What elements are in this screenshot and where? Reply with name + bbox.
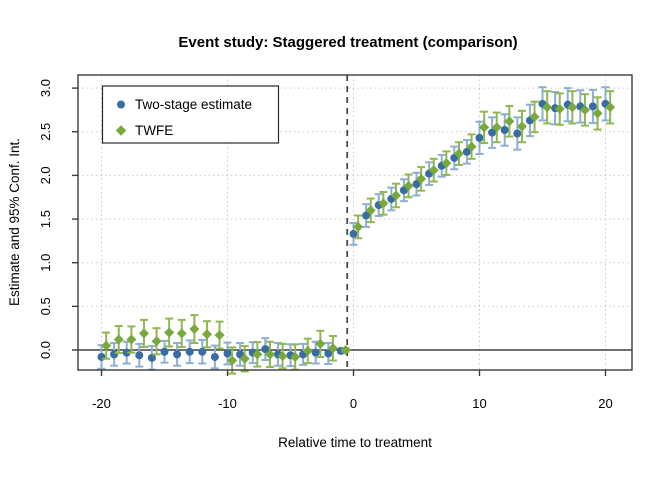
data-point-circle xyxy=(513,129,522,138)
legend-label-two-stage: Two-stage estimate xyxy=(135,97,252,112)
data-point-circle xyxy=(324,349,333,358)
data-point-diamond xyxy=(277,351,288,362)
axis-layer: -20 -10 0 10 20 0.0 0.5 1.0 1.5 2.0 2.5 3.0 xyxy=(38,79,613,411)
data-point-diamond xyxy=(542,102,553,113)
data-point-circle xyxy=(500,126,509,135)
data-point-diamond xyxy=(504,116,515,127)
data-point-circle xyxy=(311,348,320,357)
data-point-diamond xyxy=(138,328,149,339)
y-tick-label: 1.5 xyxy=(38,210,53,228)
chart-title: Event study: Staggered treatment (compar… xyxy=(178,34,517,51)
data-point-circle xyxy=(110,350,119,359)
data-point-circle xyxy=(236,350,245,359)
data-point-diamond xyxy=(567,102,578,113)
series-twfe xyxy=(101,90,616,375)
data-point-diamond xyxy=(554,104,565,115)
x-tick-label: 0 xyxy=(350,396,357,411)
data-point-diamond xyxy=(592,108,603,119)
data-point-circle xyxy=(462,147,471,156)
data-point-diamond xyxy=(428,165,439,176)
data-point-diamond xyxy=(416,173,427,184)
data-point-circle xyxy=(173,350,182,359)
data-point-circle xyxy=(450,153,459,162)
data-point-circle xyxy=(210,352,219,361)
data-point-diamond xyxy=(239,353,250,364)
data-point-circle xyxy=(488,128,497,137)
y-tick-label: 1.0 xyxy=(38,254,53,272)
data-point-diamond xyxy=(214,330,225,341)
data-point-circle xyxy=(475,133,484,142)
data-point-diamond xyxy=(353,221,364,232)
data-point-diamond xyxy=(189,324,200,335)
series-layer xyxy=(97,86,616,375)
data-point-diamond xyxy=(327,343,338,354)
data-point-diamond xyxy=(113,334,124,345)
series-two-stage xyxy=(97,86,610,371)
y-axis-label: Estimate and 95% Conf. Int. xyxy=(7,138,22,306)
data-point-diamond xyxy=(201,329,212,340)
data-point-diamond xyxy=(101,340,112,351)
data-point-diamond xyxy=(302,345,313,356)
plot-border xyxy=(77,74,633,371)
data-point-diamond xyxy=(126,334,137,345)
data-point-diamond xyxy=(466,141,477,152)
data-point-circle xyxy=(147,353,156,362)
data-point-diamond xyxy=(164,327,175,338)
data-point-circle xyxy=(588,102,597,111)
data-point-diamond xyxy=(491,122,502,133)
data-point-circle xyxy=(261,345,270,354)
data-point-diamond xyxy=(151,336,162,347)
data-point-diamond xyxy=(605,102,616,113)
x-tick-label: -10 xyxy=(218,396,237,411)
y-tick-label: 2.5 xyxy=(38,123,53,141)
x-tick-label: 20 xyxy=(598,396,612,411)
data-point-circle xyxy=(362,211,371,220)
data-point-diamond xyxy=(340,345,351,355)
data-point-diamond xyxy=(390,190,401,201)
data-point-diamond xyxy=(579,104,590,115)
x-tick-label: 10 xyxy=(472,396,486,411)
data-point-diamond xyxy=(403,180,414,191)
legend: Two-stage estimate TWFE xyxy=(101,85,280,144)
data-point-circle xyxy=(185,347,194,356)
data-point-circle xyxy=(160,347,169,356)
data-point-diamond xyxy=(441,158,452,169)
y-tick-label: 3.0 xyxy=(38,79,53,97)
data-point-circle xyxy=(198,347,207,356)
data-point-circle xyxy=(135,351,144,360)
x-axis-label: Relative time to treatment xyxy=(278,435,432,450)
legend-label-twfe: TWFE xyxy=(135,123,173,138)
data-point-diamond xyxy=(176,328,187,339)
y-tick-label: 0.5 xyxy=(38,297,53,315)
data-point-diamond xyxy=(227,355,238,366)
data-point-diamond xyxy=(252,349,263,360)
x-tick-label: -20 xyxy=(92,396,111,411)
data-point-diamond xyxy=(453,148,464,159)
data-point-diamond xyxy=(290,351,301,362)
data-point-circle xyxy=(412,180,421,189)
y-tick-label: 2.0 xyxy=(38,166,53,184)
legend-box xyxy=(101,85,280,144)
data-point-circle xyxy=(223,349,232,358)
data-point-circle xyxy=(349,229,358,238)
data-point-diamond xyxy=(378,198,389,209)
data-point-diamond xyxy=(516,121,527,132)
data-point-diamond xyxy=(529,111,540,122)
data-point-diamond xyxy=(479,122,490,133)
data-point-circle xyxy=(122,348,131,357)
data-point-circle xyxy=(97,352,106,361)
legend-marker-twfe xyxy=(115,125,127,136)
legend-marker-two-stage xyxy=(117,100,125,109)
y-tick-label: 0.0 xyxy=(38,341,53,359)
reference-lines-layer xyxy=(78,75,632,370)
data-point-circle xyxy=(399,186,408,195)
data-point-diamond xyxy=(264,349,275,360)
data-point-diamond xyxy=(315,338,326,349)
data-point-diamond xyxy=(365,205,376,216)
